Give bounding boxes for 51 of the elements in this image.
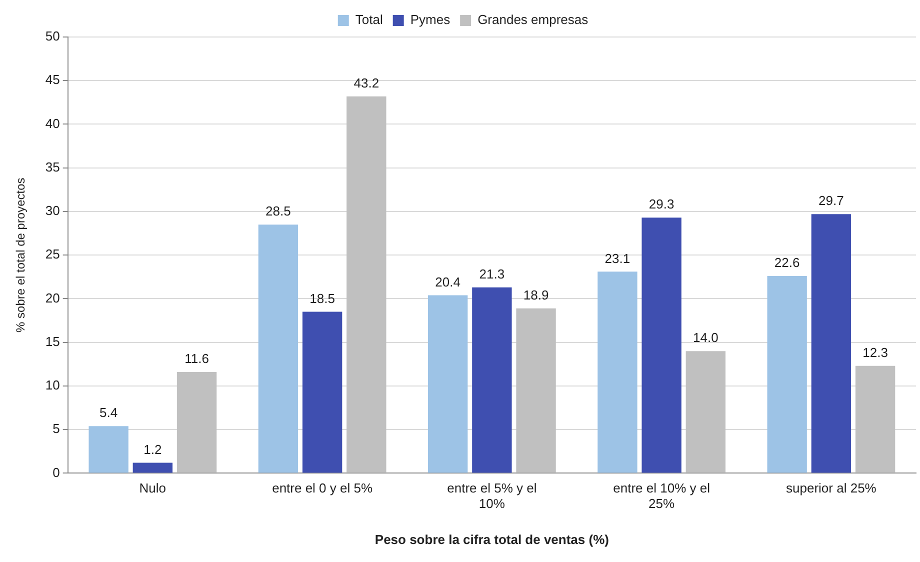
- bar: [88, 426, 128, 473]
- data-label: 11.6: [184, 351, 209, 366]
- data-label: 1.2: [144, 442, 162, 457]
- bar: [516, 308, 556, 473]
- y-tick-label: 20: [45, 290, 60, 306]
- bar: [811, 214, 852, 473]
- bar: [642, 218, 682, 473]
- bar: [855, 366, 896, 473]
- data-label: 29.7: [818, 193, 844, 208]
- data-label: 28.5: [266, 204, 291, 219]
- bar: [132, 462, 173, 473]
- y-axis-title: % sobre el total de proyectos: [14, 178, 28, 332]
- bar: [346, 96, 386, 473]
- legend-label: Grandes empresas: [478, 12, 589, 28]
- x-tick-label: superior al 25%: [786, 480, 877, 496]
- bar: [598, 272, 638, 473]
- x-tick-label: entre el 5% y el 10%: [447, 480, 537, 512]
- y-tick-label: 45: [45, 72, 60, 88]
- bar: [302, 312, 342, 473]
- data-label: 29.3: [648, 196, 674, 212]
- x-tick-label: Nulo: [139, 480, 166, 496]
- x-tick-label: entre el 0 y el 5%: [272, 480, 373, 496]
- bar: [176, 372, 217, 473]
- data-label: 14.0: [693, 330, 718, 346]
- data-label: 21.3: [479, 266, 505, 282]
- data-label: 5.4: [100, 405, 118, 420]
- x-tick-label: entre el 10% y el 25%: [613, 480, 710, 512]
- bar: [428, 295, 468, 473]
- bar: [258, 224, 298, 473]
- y-tick-label: 50: [45, 28, 60, 44]
- y-tick-label: 0: [52, 464, 60, 480]
- y-tick-label: 15: [45, 334, 60, 349]
- bar: [767, 276, 807, 473]
- data-label: 23.1: [604, 250, 630, 266]
- legend-label: Total: [355, 12, 383, 28]
- y-tick-label: 10: [45, 378, 60, 393]
- data-label: 20.4: [435, 274, 460, 290]
- legend-label: Pymes: [410, 12, 451, 28]
- y-tick-label: 35: [45, 159, 60, 174]
- y-tick-label: 30: [45, 203, 60, 218]
- data-label: 22.6: [774, 255, 800, 270]
- bar: [686, 351, 726, 473]
- data-label: 18.5: [310, 290, 335, 306]
- data-label: 43.2: [354, 75, 380, 90]
- x-axis-title: Peso sobre la cifra total de ventas (%): [374, 532, 609, 547]
- bar: [472, 287, 512, 473]
- y-tick-label: 25: [45, 246, 60, 262]
- data-label: 12.3: [862, 344, 888, 360]
- y-tick-label: 5: [52, 421, 60, 436]
- y-tick-label: 40: [45, 116, 60, 131]
- data-label: 18.9: [523, 287, 549, 302]
